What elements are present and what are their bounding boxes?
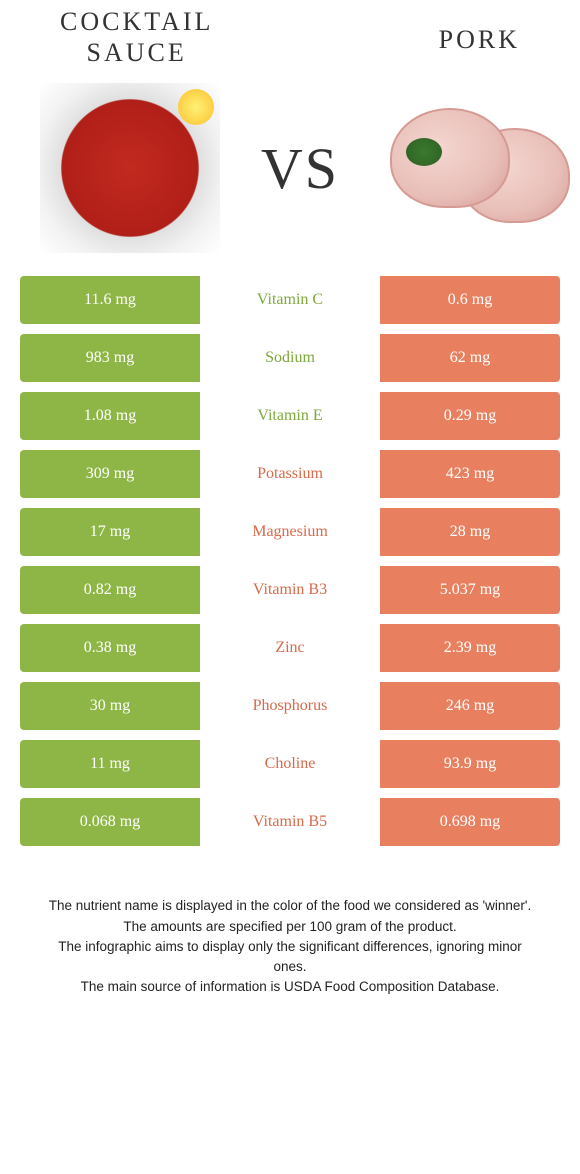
nutrient-name: Vitamin B3 [200, 566, 380, 614]
left-food-image [40, 78, 220, 258]
nutrient-row: 0.38 mgZinc2.39 mg [20, 624, 560, 672]
right-value: 28 mg [380, 508, 560, 556]
right-food-title: Pork [439, 24, 520, 68]
nutrient-row: 11.6 mgVitamin C0.6 mg [20, 276, 560, 324]
nutrient-row: 0.068 mgVitamin B50.698 mg [20, 798, 560, 846]
right-value: 62 mg [380, 334, 560, 382]
nutrient-row: 1.08 mgVitamin E0.29 mg [20, 392, 560, 440]
nutrient-table: 11.6 mgVitamin C0.6 mg 983 mgSodium62 mg 1… [20, 276, 560, 856]
right-value: 423 mg [380, 450, 560, 498]
nutrient-name: Potassium [200, 450, 380, 498]
left-food-title: Cocktail sauce [60, 6, 213, 68]
left-value: 11 mg [20, 740, 200, 788]
left-value: 0.38 mg [20, 624, 200, 672]
right-value: 0.6 mg [380, 276, 560, 324]
footnote-line: The nutrient name is displayed in the co… [40, 896, 540, 916]
nutrient-name: Phosphorus [200, 682, 380, 730]
nutrient-row: 30 mgPhosphorus246 mg [20, 682, 560, 730]
left-value: 17 mg [20, 508, 200, 556]
nutrient-row: 0.82 mgVitamin B35.037 mg [20, 566, 560, 614]
nutrient-name: Magnesium [200, 508, 380, 556]
footnote-line: The infographic aims to display only the… [40, 937, 540, 978]
nutrient-row: 11 mgCholine93.9 mg [20, 740, 560, 788]
right-food-image [380, 78, 560, 258]
hero-row: VS [0, 68, 580, 276]
left-value: 0.82 mg [20, 566, 200, 614]
right-value: 0.29 mg [380, 392, 560, 440]
right-value: 246 mg [380, 682, 560, 730]
nutrient-name: Vitamin E [200, 392, 380, 440]
cocktail-sauce-illustration [40, 83, 220, 253]
left-value: 0.068 mg [20, 798, 200, 846]
nutrient-name: Zinc [200, 624, 380, 672]
left-value: 30 mg [20, 682, 200, 730]
vs-label: VS [261, 135, 339, 202]
left-value: 11.6 mg [20, 276, 200, 324]
pork-illustration [380, 98, 560, 238]
nutrient-name: Choline [200, 740, 380, 788]
footnote-line: The main source of information is USDA F… [40, 977, 540, 997]
header: Cocktail sauce Pork [0, 0, 580, 68]
footnotes: The nutrient name is displayed in the co… [40, 896, 540, 997]
nutrient-name: Vitamin C [200, 276, 380, 324]
right-value: 93.9 mg [380, 740, 560, 788]
nutrient-row: 17 mgMagnesium28 mg [20, 508, 560, 556]
left-value: 1.08 mg [20, 392, 200, 440]
left-value: 983 mg [20, 334, 200, 382]
right-value: 0.698 mg [380, 798, 560, 846]
nutrient-name: Sodium [200, 334, 380, 382]
nutrient-row: 309 mgPotassium423 mg [20, 450, 560, 498]
nutrient-row: 983 mgSodium62 mg [20, 334, 560, 382]
right-value: 2.39 mg [380, 624, 560, 672]
left-value: 309 mg [20, 450, 200, 498]
footnote-line: The amounts are specified per 100 gram o… [40, 917, 540, 937]
right-value: 5.037 mg [380, 566, 560, 614]
nutrient-name: Vitamin B5 [200, 798, 380, 846]
